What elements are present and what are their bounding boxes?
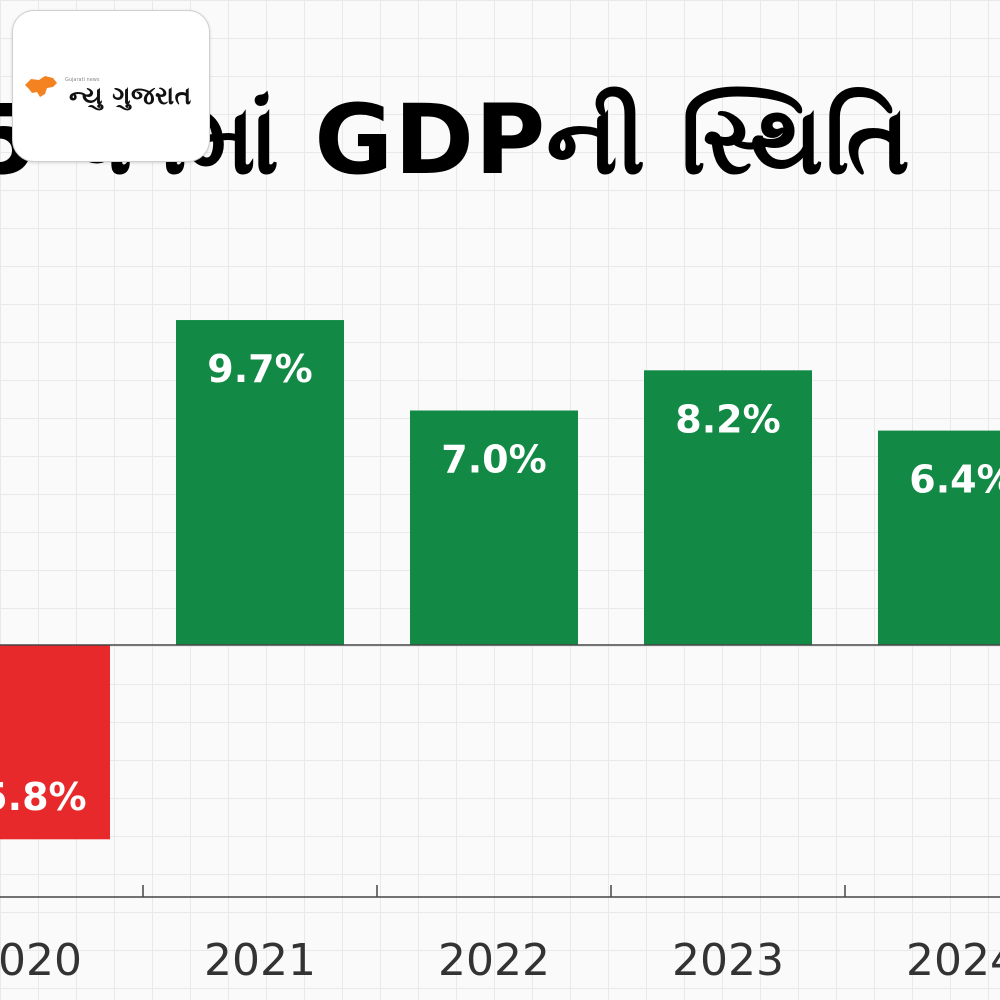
publisher-logo[interactable]: Gujarati news ન્યુ ગુજરાત <box>12 10 210 162</box>
x-tick-label-2023: 2023 <box>672 935 784 986</box>
data-label-2020: -5.8% <box>0 775 87 819</box>
data-label-2021: 9.7% <box>207 347 312 391</box>
logo-tagline: Gujarati news <box>65 77 100 83</box>
x-tick-label-2022: 2022 <box>438 935 550 986</box>
gujarat-map-icon <box>25 76 57 97</box>
bar-2020 <box>0 645 110 840</box>
bar-2022 <box>410 410 578 645</box>
bar-2021 <box>176 320 344 645</box>
x-tick-label-2020: 2020 <box>0 935 82 986</box>
data-label-2023: 8.2% <box>675 397 780 441</box>
data-label-2022: 7.0% <box>441 438 546 482</box>
bar-2023 <box>644 370 812 645</box>
x-tick-label-2021: 2021 <box>204 935 316 986</box>
bar-2024 <box>878 430 1000 645</box>
x-tick-label-2024: 2024 <box>906 935 1000 986</box>
data-label-2024: 6.4% <box>909 458 1000 502</box>
logo-name: ન્યુ ગુજરાત <box>69 81 192 110</box>
